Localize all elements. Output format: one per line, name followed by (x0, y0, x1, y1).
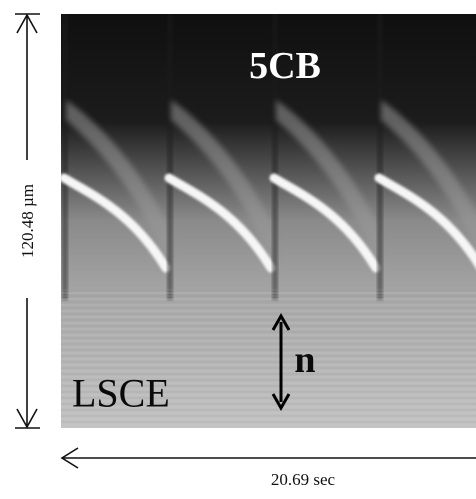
arrow-up-icon (16, 13, 38, 34)
front-arc (374, 173, 476, 269)
height-scale-arrow (15, 13, 40, 429)
front-arc (61, 173, 171, 273)
corner-label: LSCE (72, 370, 170, 416)
front-glow (381, 100, 476, 248)
front-arc (269, 173, 381, 273)
vertical-scale-label: 120.48 µm (18, 183, 37, 259)
front-streaks (61, 14, 476, 300)
time-scale-arrow (60, 447, 476, 469)
front-arc (164, 173, 276, 273)
arrow-down-icon (16, 408, 38, 429)
director-label: n (294, 339, 316, 381)
noise-texture (61, 289, 476, 426)
arrow-left-head (60, 447, 79, 469)
front-glow (66, 100, 170, 268)
double-arrow-icon (271, 312, 291, 412)
kymograph-image (61, 14, 476, 428)
material-title: 5CB (249, 45, 321, 87)
front-glow (171, 100, 275, 268)
front-glow (276, 100, 380, 268)
horizontal-scale-label: 20.69 sec (270, 470, 336, 489)
